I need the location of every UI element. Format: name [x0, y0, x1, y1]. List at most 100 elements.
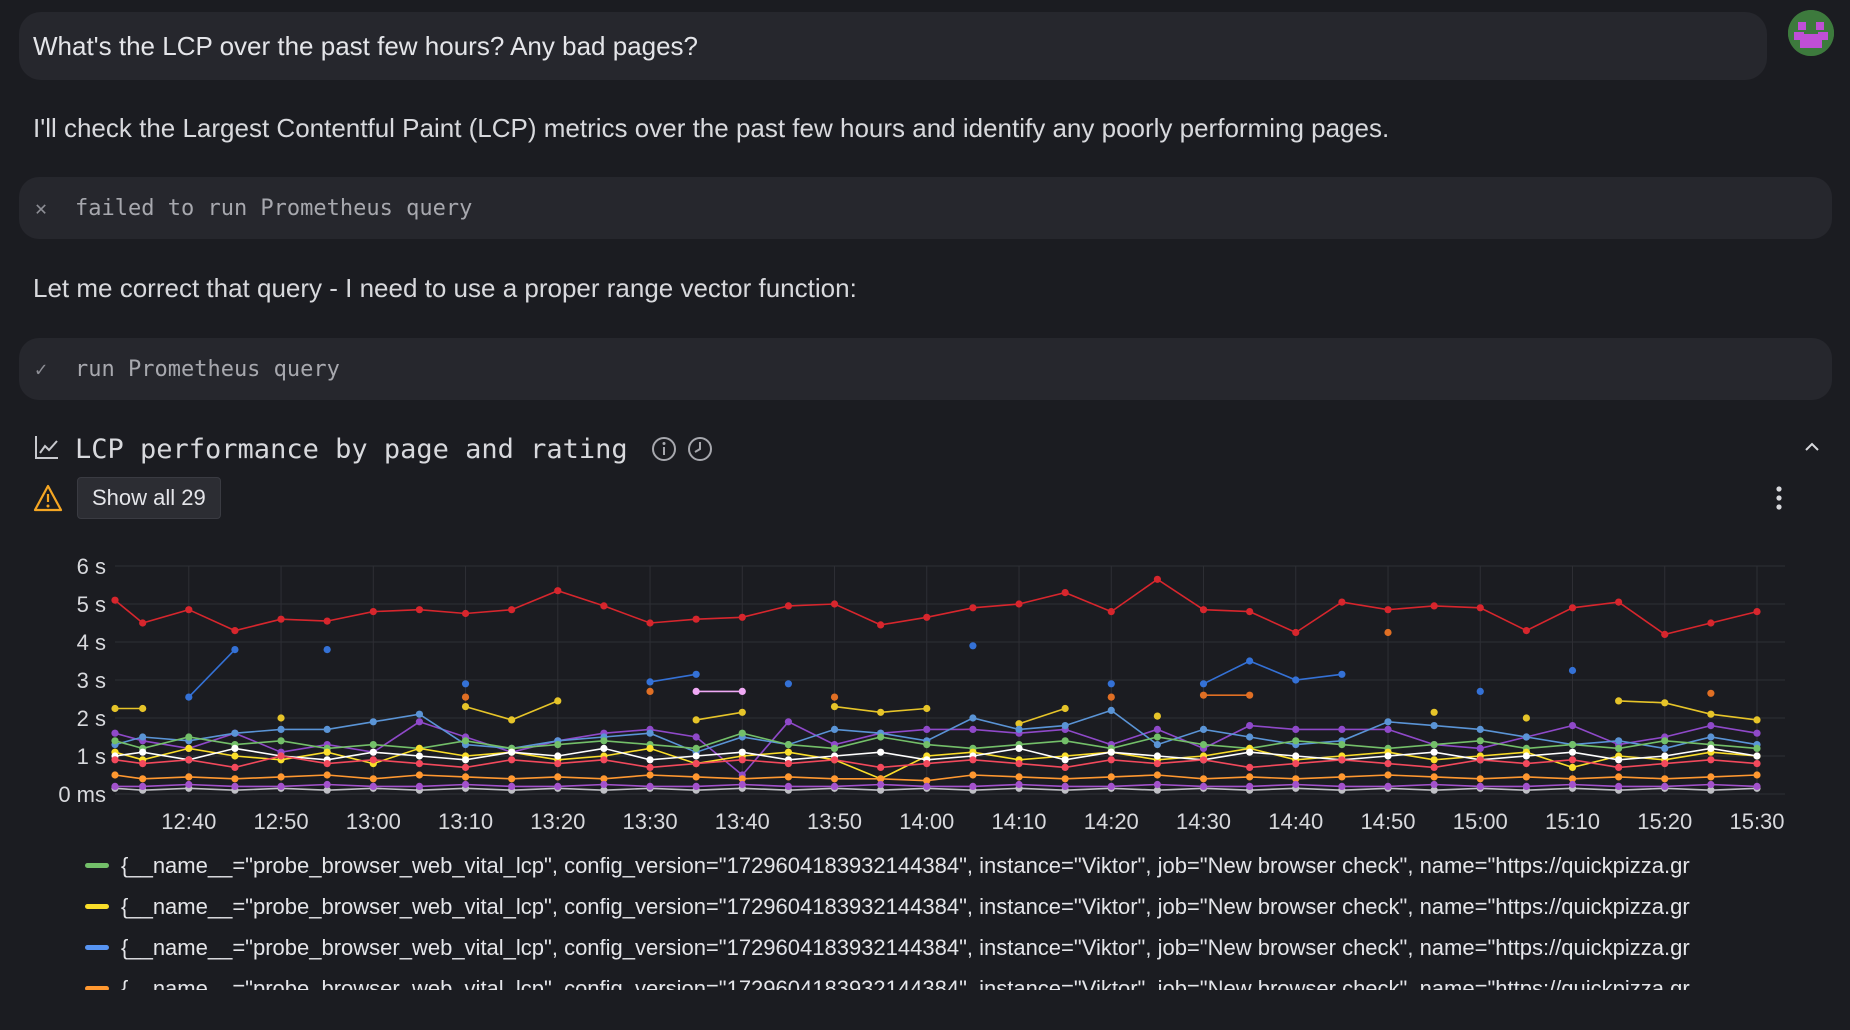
data-point: [231, 646, 239, 654]
data-point: [1107, 748, 1115, 756]
legend-swatch: [85, 945, 109, 950]
series-7[interactable]: [111, 729, 1761, 752]
data-point: [969, 714, 977, 722]
data-point: [1153, 575, 1161, 583]
data-point: [139, 760, 147, 768]
y-tick-label: 2 s: [77, 706, 106, 731]
user-avatar[interactable]: [1788, 10, 1834, 56]
series-1[interactable]: [185, 642, 1577, 701]
legend-item[interactable]: {__name__="probe_browser_web_vital_lcp",…: [85, 968, 1805, 990]
data-point: [1292, 725, 1300, 733]
legend-item[interactable]: {__name__="probe_browser_web_vital_lcp",…: [85, 927, 1805, 968]
more-options-icon[interactable]: [1773, 485, 1785, 516]
chart-legend: {__name__="probe_browser_web_vital_lcp",…: [85, 845, 1805, 990]
data-point: [738, 780, 746, 789]
data-point: [1476, 775, 1484, 783]
user-message-bubble: What's the LCP over the past few hours? …: [19, 12, 1767, 80]
data-point: [692, 773, 700, 781]
data-point: [185, 780, 193, 789]
lcp-chart[interactable]: 0 ms 1 s 2 s 3 s 4 s 5 s 6 s 12:40 12:50 13:00 13:…: [0, 540, 1850, 840]
series-6[interactable]: [111, 706, 1761, 756]
data-point: [369, 775, 377, 783]
series-2[interactable]: [111, 697, 1761, 728]
data-point: [738, 613, 746, 621]
assistant-correction-text: Let me correct that query - I need to us…: [33, 273, 857, 303]
data-point: [1753, 716, 1761, 724]
series-10[interactable]: [111, 771, 1761, 785]
data-point: [1568, 775, 1577, 783]
data-point: [1338, 670, 1346, 678]
data-point: [1246, 657, 1254, 665]
data-point: [277, 714, 285, 722]
data-point: [369, 782, 377, 790]
data-point: [1338, 773, 1346, 781]
y-tick-label: 4 s: [77, 630, 106, 655]
data-point: [600, 780, 608, 789]
data-point: [830, 600, 839, 608]
legend-swatch: [85, 863, 109, 868]
info-icon[interactable]: [650, 435, 678, 463]
data-point: [1061, 589, 1069, 597]
series-5[interactable]: [111, 718, 1761, 779]
data-point: [111, 737, 119, 745]
data-point: [1430, 708, 1438, 716]
x-tick-label: 13:00: [346, 809, 401, 834]
data-point: [738, 775, 746, 783]
data-point: [1015, 744, 1023, 752]
data-point: [1338, 598, 1346, 606]
data-point: [231, 729, 239, 737]
data-point: [461, 780, 470, 789]
data-point: [231, 744, 239, 752]
data-point: [1430, 780, 1438, 789]
clock-icon[interactable]: [686, 435, 714, 463]
series-13[interactable]: [111, 780, 1761, 790]
series-0[interactable]: [111, 575, 1761, 638]
show-all-button[interactable]: Show all 29: [77, 477, 221, 519]
legend-item[interactable]: {__name__="probe_browser_web_vital_lcp",…: [85, 886, 1805, 927]
data-point: [1753, 771, 1761, 779]
data-point: [692, 716, 700, 724]
tool-call-success[interactable]: ✓ run Prometheus query: [19, 338, 1832, 400]
data-point: [1615, 782, 1623, 790]
data-point: [784, 748, 793, 756]
data-point: [111, 729, 119, 737]
data-point: [111, 596, 119, 604]
series-11[interactable]: [111, 752, 1761, 771]
legend-item[interactable]: {__name__="probe_browser_web_vital_lcp",…: [85, 845, 1805, 886]
data-point: [1707, 710, 1715, 718]
tool-call-failed[interactable]: ✕ failed to run Prometheus query: [19, 177, 1832, 239]
data-point: [461, 703, 470, 711]
series-line: [114, 774, 1758, 782]
series-3[interactable]: [461, 628, 1715, 701]
series-4[interactable]: [692, 687, 746, 695]
x-tick-label: 14:10: [991, 809, 1046, 834]
data-point: [646, 756, 654, 764]
data-point: [877, 775, 885, 783]
data-point: [784, 718, 793, 726]
data-point: [231, 627, 239, 635]
data-point: [1384, 725, 1392, 733]
data-point: [600, 786, 608, 794]
data-point: [508, 716, 516, 724]
chevron-up-icon[interactable]: [1801, 436, 1823, 463]
series-line: [649, 673, 697, 683]
series-line: [114, 787, 1758, 792]
data-point: [600, 602, 608, 610]
data-point: [1707, 689, 1715, 697]
data-point: [1430, 722, 1438, 730]
data-point: [185, 773, 193, 781]
data-point: [415, 744, 424, 752]
data-point: [692, 670, 700, 678]
data-point: [1015, 600, 1023, 608]
data-point: [231, 782, 239, 790]
avatar-icon: [1788, 10, 1834, 56]
data-point: [830, 693, 839, 701]
data-point: [1430, 763, 1438, 771]
data-point: [1199, 691, 1208, 699]
data-point: [1199, 775, 1208, 783]
data-point: [369, 748, 377, 756]
data-point: [646, 729, 654, 737]
data-point: [185, 606, 193, 614]
data-point: [231, 763, 239, 771]
legend-label: {__name__="probe_browser_web_vital_lcp",…: [121, 934, 1690, 960]
